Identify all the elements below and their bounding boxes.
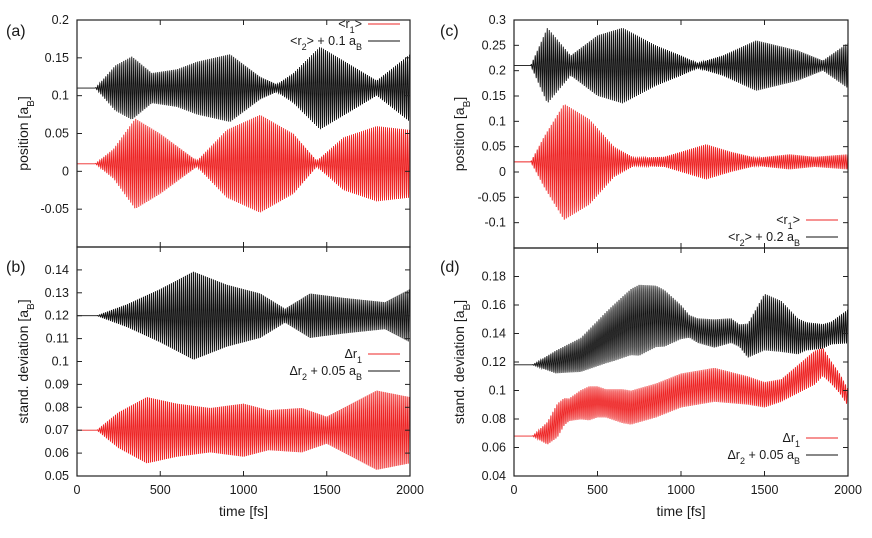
- panel-label-d: (d): [440, 259, 460, 276]
- xtick-label-d-0: 0: [511, 483, 518, 497]
- x-axis-label-d: time [fs]: [656, 503, 705, 519]
- legend-label-d-1: Δr1: [782, 431, 800, 449]
- xtick-label-b-1: 500: [150, 483, 171, 497]
- ytick-label-c-4: 0.1: [489, 114, 506, 128]
- ytick-label-c-3: 0.05: [482, 140, 506, 154]
- ytick-label-b-6: 0.11: [46, 332, 69, 346]
- x-axis-label-b: time [fs]: [219, 503, 268, 519]
- y-axis-label-d: stand. deviation [aB]: [451, 300, 473, 424]
- ytick-label-c-0: -0.1: [484, 216, 506, 230]
- panel-a: -0.05 0 0.05 0.1 0.15 0.2 position [aB] (a) <r1>…: [6, 13, 411, 248]
- series-line-d-2: [514, 284, 848, 374]
- xtick-label-d-3: 1500: [751, 483, 779, 497]
- legend-a: <r1><r2> + 0.1 aB: [290, 17, 400, 52]
- xtick-label-b-3: 1500: [313, 483, 341, 497]
- ytick-label-c-2: 0: [499, 165, 506, 179]
- ytick-label-b-1: 0.06: [45, 446, 69, 460]
- series-line-a-1: [77, 115, 410, 213]
- ytick-label-a-0: -0.05: [41, 202, 70, 216]
- ytick-label-d-1: 0.06: [482, 441, 506, 455]
- ytick-label-c-7: 0.25: [482, 38, 506, 52]
- xtick-label-d-2: 1000: [667, 483, 695, 497]
- ytick-label-c-8: 0.3: [489, 13, 506, 27]
- series-line-c-1: [514, 104, 848, 220]
- legend-label-d-2: Δr2 + 0.05 aB: [727, 448, 800, 466]
- xtick-label-b-0: 0: [74, 483, 81, 497]
- panel-label-b: (b): [6, 259, 26, 276]
- plot-area-a: [77, 47, 410, 213]
- panel-c: -0.1 -0.05 0 0.05 0.1 0.15 0.2 0.25 0.3 position …: [440, 13, 849, 249]
- ytick-label-d-2: 0.08: [482, 412, 506, 426]
- ytick-label-c-5: 0.15: [482, 89, 506, 103]
- ytick-label-a-2: 0.05: [45, 127, 69, 141]
- xtick-label-d-4: 2000: [834, 483, 862, 497]
- plot-area-d: [514, 284, 848, 445]
- y-axis-label-c: position [aB]: [451, 97, 473, 171]
- ytick-label-a-5: 0.2: [52, 13, 69, 27]
- ytick-label-d-7: 0.18: [482, 270, 506, 284]
- ytick-label-b-0: 0.05: [45, 469, 69, 483]
- legend-label-c-1: <r1>: [776, 213, 800, 231]
- ytick-label-c-6: 0.2: [489, 64, 506, 78]
- legend-label-a-1: <r1>: [338, 17, 362, 35]
- xtick-label-b-4: 2000: [396, 483, 424, 497]
- ytick-label-d-6: 0.16: [482, 298, 506, 312]
- ytick-label-b-8: 0.13: [45, 286, 69, 300]
- series-line-a-2: [77, 47, 410, 130]
- ytick-label-b-3: 0.08: [45, 400, 69, 414]
- panel-label-a: (a): [6, 23, 26, 40]
- plot-area-c: [514, 28, 848, 220]
- ytick-label-b-4: 0.09: [45, 377, 69, 391]
- y-axis-label-a: position [aB]: [15, 96, 37, 170]
- ytick-label-c-1: -0.05: [478, 190, 507, 204]
- ytick-label-b-5: 0.1: [52, 355, 69, 369]
- ytick-label-d-5: 0.14: [482, 327, 506, 341]
- ytick-label-d-3: 0.1: [489, 384, 506, 398]
- xtick-label-b-2: 1000: [230, 483, 258, 497]
- panel-d: 0.04 0.06 0.08 0.1 0.12 0.14 0.16 0.18 0 500 1000 1…: [440, 247, 862, 519]
- ytick-label-a-4: 0.15: [45, 51, 69, 65]
- legend-label-b-1: Δr1: [344, 347, 362, 365]
- plot-area-b: [77, 271, 410, 470]
- series-line-b-2: [77, 271, 410, 360]
- y-axis-label-b: stand. deviation [aB]: [15, 299, 37, 423]
- legend-label-c-2: <r2> + 0.2 aB: [728, 230, 800, 248]
- panel-b: 0.05 0.06 0.07 0.08 0.09 0.1 0.11 0.12 0.13 0.14 0…: [6, 246, 424, 519]
- series-line-d-1: [514, 348, 848, 445]
- panel-label-c: (c): [440, 23, 459, 40]
- legend-label-b-2: Δr2 + 0.05 aB: [289, 364, 362, 382]
- legend-label-a-2: <r2> + 0.1 aB: [290, 34, 362, 52]
- ytick-label-d-4: 0.12: [482, 355, 506, 369]
- ytick-label-a-3: 0.1: [52, 89, 69, 103]
- ytick-label-b-7: 0.12: [45, 309, 69, 323]
- ytick-label-a-1: 0: [62, 164, 69, 178]
- ytick-label-b-9: 0.14: [45, 263, 69, 277]
- series-line-b-1: [77, 390, 410, 470]
- series-line-c-2: [514, 28, 848, 104]
- ytick-label-b-2: 0.07: [45, 423, 69, 437]
- xtick-label-d-1: 500: [587, 483, 608, 497]
- ytick-label-d-0: 0.04: [482, 469, 506, 483]
- legend-c: <r1><r2> + 0.2 aB: [728, 213, 838, 248]
